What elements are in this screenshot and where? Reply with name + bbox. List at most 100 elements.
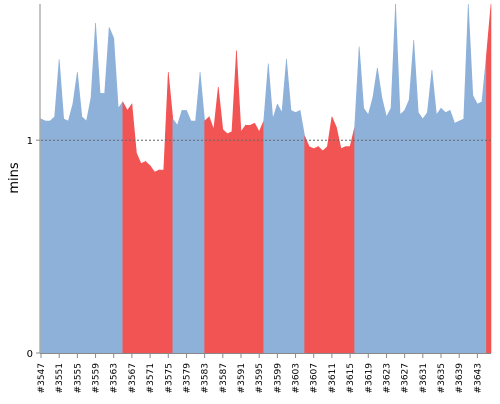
- area-segment-3597: [263, 63, 269, 354]
- area-segment-3570: [140, 161, 146, 354]
- area-segment-3550: [49, 116, 55, 354]
- area-segment-3595: [254, 123, 260, 354]
- area-segment-3638: [449, 110, 455, 354]
- area-segment-3602: [286, 59, 292, 354]
- y-axis-label: mins: [7, 162, 22, 194]
- area-segment-3552: [58, 59, 65, 354]
- area-segment-3631: [417, 111, 424, 354]
- x-tick-label: #3619: [364, 363, 374, 394]
- area-segment-3642: [467, 3, 474, 354]
- area-segment-3572: [149, 164, 155, 354]
- x-tick-label: #3571: [146, 363, 156, 393]
- area-segment-3598: [267, 63, 274, 354]
- area-segment-3576: [167, 72, 174, 354]
- area-segment-3558: [86, 97, 92, 354]
- area-segment-3609: [317, 145, 324, 354]
- area-segment-3555: [72, 72, 78, 354]
- x-tick-label: #3567: [128, 363, 138, 393]
- x-tick-label: #3607: [310, 363, 320, 393]
- area-segment-3603: [290, 109, 296, 354]
- area-segment-3566: [122, 101, 128, 354]
- area-segment-3620: [367, 97, 374, 354]
- area-segment-3636: [440, 107, 446, 354]
- area-segment-3571: [145, 160, 151, 354]
- x-tick-label: #3587: [219, 363, 229, 393]
- area-segment-3646: [486, 3, 492, 354]
- x-tick-label: #3595: [255, 363, 265, 393]
- area-segment-3594: [249, 122, 255, 354]
- x-tick-label: #3631: [419, 363, 429, 393]
- area-segment-3611: [327, 116, 333, 354]
- area-segment-3579: [181, 110, 187, 354]
- x-tick-label: #3547: [37, 363, 47, 393]
- x-tick-label: #3575: [164, 363, 174, 393]
- area-segment-3608: [313, 146, 319, 354]
- area-segment-3548: [40, 118, 46, 354]
- area-segment-3568: [131, 103, 137, 354]
- area-segment-3613: [336, 127, 342, 354]
- area-segment-3622: [377, 67, 383, 354]
- area-segment-3575: [163, 72, 169, 354]
- area-segment-3561: [99, 93, 105, 354]
- y-tick-label: 0: [27, 349, 33, 360]
- area-segment-3562: [104, 27, 110, 354]
- y-tick-group: 01: [27, 136, 40, 360]
- x-tick-label: #3615: [346, 363, 356, 393]
- area-segment-3628: [404, 99, 410, 354]
- area-segment-3605: [299, 110, 305, 354]
- x-tick-label: #3623: [382, 363, 392, 393]
- area-segment-3630: [413, 40, 419, 354]
- x-tick-label: #3643: [473, 363, 483, 393]
- x-tick-label: #3639: [455, 363, 465, 394]
- area-segment-3615: [345, 146, 351, 354]
- area-segment-3589: [227, 131, 233, 354]
- area-segment-3629: [408, 40, 415, 354]
- area-segment-3549: [45, 120, 51, 354]
- area-segment-3596: [258, 120, 265, 354]
- area-segment-3556: [77, 72, 83, 354]
- area-segment-3553: [63, 118, 69, 354]
- area-segment-3593: [245, 124, 251, 354]
- area-segment-3574: [158, 169, 165, 354]
- area-segment-3643: [472, 95, 478, 354]
- area-segment-3584: [204, 116, 210, 354]
- area-segment-3601: [281, 59, 287, 354]
- area-segment-3621: [372, 67, 378, 354]
- area-segment-3612: [331, 116, 337, 354]
- area-segment-3582: [195, 72, 201, 354]
- x-tick-label: #3555: [73, 363, 83, 393]
- area-segment-3559: [90, 23, 96, 354]
- area-segment-3591: [236, 50, 242, 354]
- area-segment-3627: [399, 109, 405, 354]
- area-segment-3588: [222, 128, 228, 354]
- area-segment-3586: [213, 86, 219, 354]
- x-tick-label: #3635: [437, 363, 447, 393]
- area-segment-3604: [295, 109, 301, 354]
- area-segment-3580: [186, 110, 192, 354]
- area-segment-3606: [304, 135, 310, 354]
- area-segment-3607: [308, 146, 315, 354]
- duration-area-group: [40, 3, 492, 354]
- area-segment-3551: [54, 59, 60, 354]
- area-segment-3564: [113, 38, 119, 354]
- area-segment-3610: [322, 145, 328, 354]
- area-segment-3569: [136, 152, 142, 354]
- area-segment-3632: [422, 111, 428, 354]
- area-segment-3573: [154, 169, 160, 354]
- area-segment-3633: [427, 69, 433, 354]
- area-segment-3563: [108, 27, 115, 354]
- x-tick-label: #3563: [110, 363, 120, 393]
- area-segment-3644: [477, 101, 483, 354]
- x-tick-label: #3603: [292, 363, 302, 393]
- area-segment-3623: [381, 97, 387, 354]
- area-segment-3599: [272, 103, 278, 354]
- area-segment-3624: [386, 108, 392, 354]
- x-tick-label: #3591: [237, 363, 247, 393]
- area-segment-3567: [127, 103, 133, 354]
- x-tick-label: #3583: [201, 363, 211, 393]
- y-tick-label: 1: [27, 136, 33, 147]
- area-segment-3587: [217, 86, 224, 354]
- area-segment-3640: [458, 118, 465, 354]
